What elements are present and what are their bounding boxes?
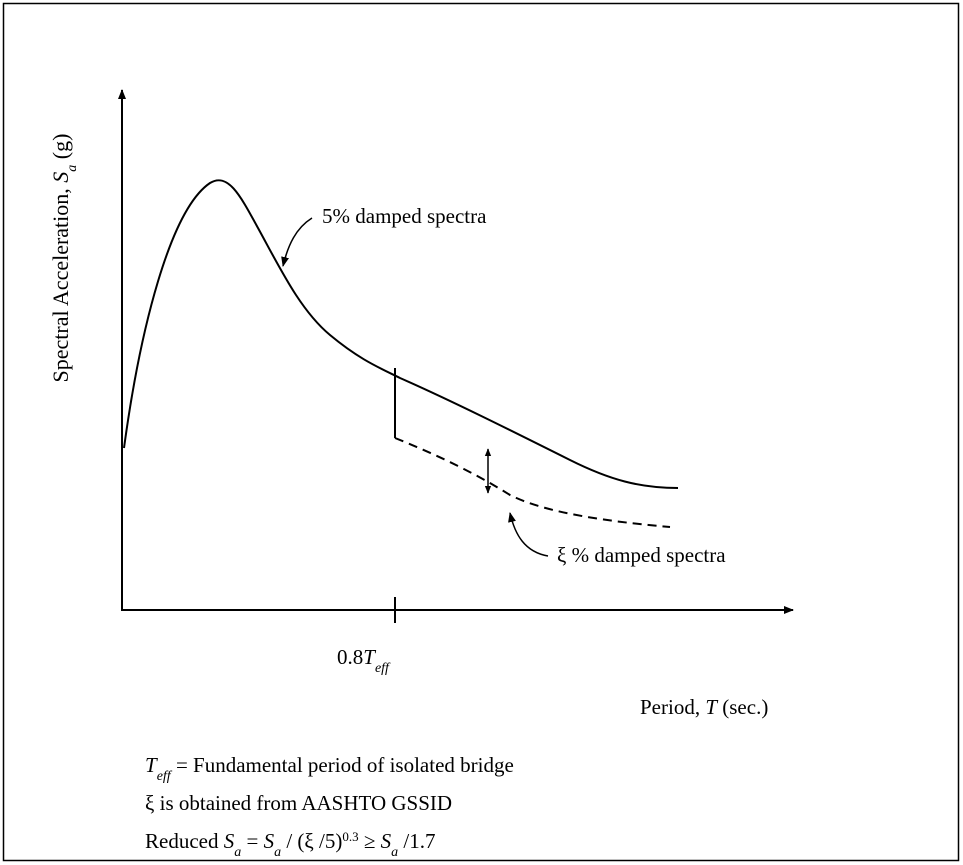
text-run: eff	[375, 661, 391, 676]
text-run: T	[363, 645, 376, 669]
text-run: =	[241, 829, 263, 853]
text-run: ξ % damped spectra	[557, 543, 726, 567]
note: Reduced Sa = Sa / (ξ /5)0.3 ≥ Sa /1.7	[145, 829, 435, 860]
text-run: = Fundamental period of isolated bridge	[171, 753, 514, 777]
text-run: (sec.)	[717, 695, 768, 719]
text-run: eff	[157, 769, 173, 784]
curve-label: 5% damped spectra	[322, 204, 487, 228]
text-run: 5% damped spectra	[322, 204, 487, 228]
tick-label: 0.8Teff	[337, 645, 391, 676]
note: Teff = Fundamental period of isolated br…	[145, 753, 514, 784]
text-run: S	[48, 172, 73, 183]
text-run: S	[381, 829, 392, 853]
text-run: a	[274, 845, 281, 860]
text-run: Reduced	[145, 829, 224, 853]
text-run: Spectral Acceleration,	[48, 183, 73, 383]
note: ξ is obtained from AASHTO GSSID	[145, 791, 452, 815]
text-run: T	[145, 753, 158, 777]
text-run: ≥	[359, 829, 381, 853]
pointer-5pct	[281, 217, 313, 267]
y-axis-label: Spectral Acceleration, Sa (g)	[48, 134, 80, 383]
x-axis-label: Period, T (sec.)	[640, 695, 768, 719]
text-run: / (ξ /5)	[281, 829, 342, 853]
text-run: a	[234, 845, 241, 860]
pointer-xi	[508, 512, 549, 557]
text-run: ξ is obtained from AASHTO GSSID	[145, 791, 452, 815]
curve-xi	[394, 437, 671, 528]
text-run: T	[705, 695, 718, 719]
curve-5pct	[123, 179, 679, 489]
text-run: a	[65, 165, 80, 172]
text-run: S	[224, 829, 235, 853]
text-run: /1.7	[398, 829, 435, 853]
curve-label: ξ % damped spectra	[557, 543, 726, 567]
text-run: 0.3	[342, 829, 358, 844]
text-run: (g)	[48, 134, 73, 165]
text-run: 0.8	[337, 645, 363, 669]
text-run: S	[264, 829, 275, 853]
text-run: a	[391, 845, 398, 860]
text-run: Period,	[640, 695, 705, 719]
